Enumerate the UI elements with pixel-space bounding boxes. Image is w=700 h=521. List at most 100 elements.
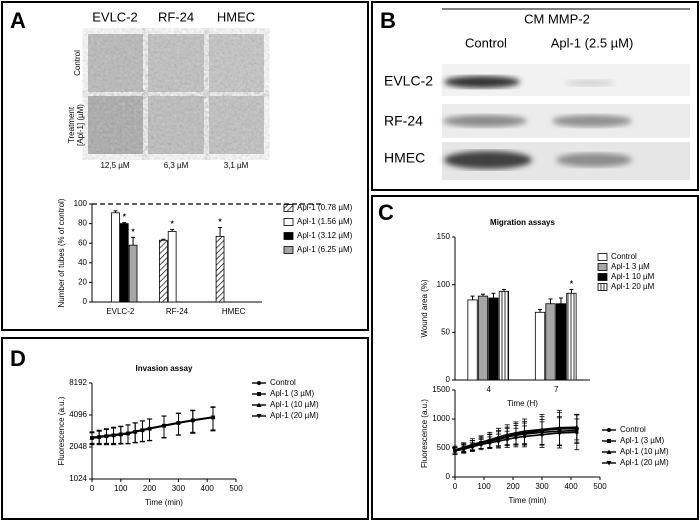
panel-a-frame (1, 1, 369, 331)
micrograph-texture (209, 34, 264, 92)
x-tick-label: 400 (201, 484, 215, 493)
legend-swatch (597, 253, 608, 261)
marker (140, 428, 145, 433)
legend-label: Apl-1 3 µM (611, 262, 650, 271)
significance-mark: * (123, 213, 127, 222)
y-axis-label: Wound area (%) (420, 279, 429, 337)
legend-label: Apl-1 (20 µM) (270, 411, 319, 420)
micrograph-texture (88, 96, 143, 154)
marker (522, 432, 527, 437)
x-tick-label: 500 (229, 484, 243, 493)
column-label: EVLC-2 (92, 9, 138, 24)
y-tick-label: 80 (78, 219, 87, 228)
panel-letter: C (378, 200, 394, 225)
x-axis-label: Time (min) (145, 498, 183, 507)
legend-marker (607, 428, 611, 432)
x-axis-label: Time (H) (507, 399, 538, 408)
panel-letter: D (10, 346, 26, 371)
legend-label: Control (620, 425, 646, 434)
x-tick-label: 200 (506, 482, 520, 491)
blot-row: RF-24 (384, 113, 423, 129)
x-tick-label: 300 (535, 482, 549, 491)
blot-band (444, 76, 520, 88)
marker (161, 423, 167, 428)
y-tick-label: 0 (446, 472, 451, 481)
column-label: RF-24 (158, 9, 194, 24)
y-tick-label: 1024 (69, 474, 87, 483)
legend-marker (256, 414, 262, 419)
legend-label: Apl-1 10 µM (611, 272, 655, 281)
legend-marker (606, 449, 612, 454)
blot-band (556, 153, 632, 167)
bar (167, 231, 177, 303)
marker (111, 433, 116, 438)
bar (467, 299, 478, 381)
panel-d-frame (1, 337, 369, 520)
x-tick-label: 0 (90, 484, 95, 493)
marker (574, 428, 580, 433)
y-tick-label: 0 (83, 297, 88, 306)
row-label: [Apl-1] (µM) (76, 104, 85, 146)
significance-mark: * (570, 280, 574, 289)
blot-band (552, 115, 632, 127)
x-tick-label: HMEC (222, 307, 246, 316)
legend-marker (606, 461, 612, 466)
y-tick-label: 1000 (432, 414, 450, 423)
panel-letter: A (10, 8, 26, 33)
marker (176, 421, 181, 426)
blot-band (443, 115, 527, 127)
y-tick-label: 40 (78, 258, 87, 267)
legend-label: Apl-1 (1.56 µM) (297, 217, 353, 226)
legend-label: Apl-1 20 µM (611, 282, 655, 291)
legend-label: Control (270, 378, 296, 387)
x-tick-label: 7 (554, 385, 559, 394)
concentration: 3,1 µM (224, 161, 249, 170)
x-tick-label: 0 (453, 482, 458, 491)
y-axis-label: Fluorescence (a.u.) (420, 399, 429, 468)
bar (488, 297, 499, 381)
legend-swatch (283, 204, 294, 212)
y-tick-label: 60 (78, 238, 87, 247)
legend-swatch (283, 232, 294, 240)
legend-label: Control (611, 252, 637, 261)
bar (128, 244, 138, 303)
legend-label: Apl-1 (10 µM) (620, 447, 669, 456)
y-tick-label: 150 (437, 232, 451, 241)
marker (470, 443, 475, 448)
panel-b-frame (371, 1, 699, 191)
blot-row: HMEC (384, 150, 425, 166)
blot-band (565, 80, 615, 86)
legend-marker (257, 392, 261, 396)
bar (545, 303, 556, 381)
blot-band (444, 151, 532, 169)
y-tick-label: 100 (74, 199, 88, 208)
marker (504, 435, 510, 440)
bar (498, 290, 510, 381)
chart-title: Migration assays (490, 218, 555, 227)
significance-mark: * (218, 218, 222, 227)
blot-column: Control (465, 35, 507, 50)
bar (159, 239, 168, 303)
marker (89, 436, 95, 441)
marker (496, 437, 501, 442)
bar (534, 311, 546, 381)
x-tick-label: 200 (143, 484, 157, 493)
x-tick-label: 100 (477, 482, 491, 491)
y-tick-label: 8192 (69, 378, 87, 387)
row-label: Control (73, 50, 82, 76)
blot-column: Apl-1 (2.5 µM) (551, 35, 634, 50)
y-tick-label: 4096 (69, 410, 87, 419)
x-axis-label: Time (min) (509, 496, 547, 505)
y-tick-label: 0 (446, 375, 451, 384)
y-tick-label: 100 (437, 280, 451, 289)
y-tick-label: 20 (78, 278, 87, 287)
x-tick-label: EVLC-2 (106, 307, 135, 316)
y-tick-label: 1500 (432, 385, 450, 394)
legend-swatch (283, 218, 294, 226)
significance-mark: * (132, 227, 136, 236)
marker (487, 439, 493, 444)
marker (190, 418, 196, 423)
marker (557, 429, 562, 434)
blot-row: EVLC-2 (384, 73, 433, 89)
